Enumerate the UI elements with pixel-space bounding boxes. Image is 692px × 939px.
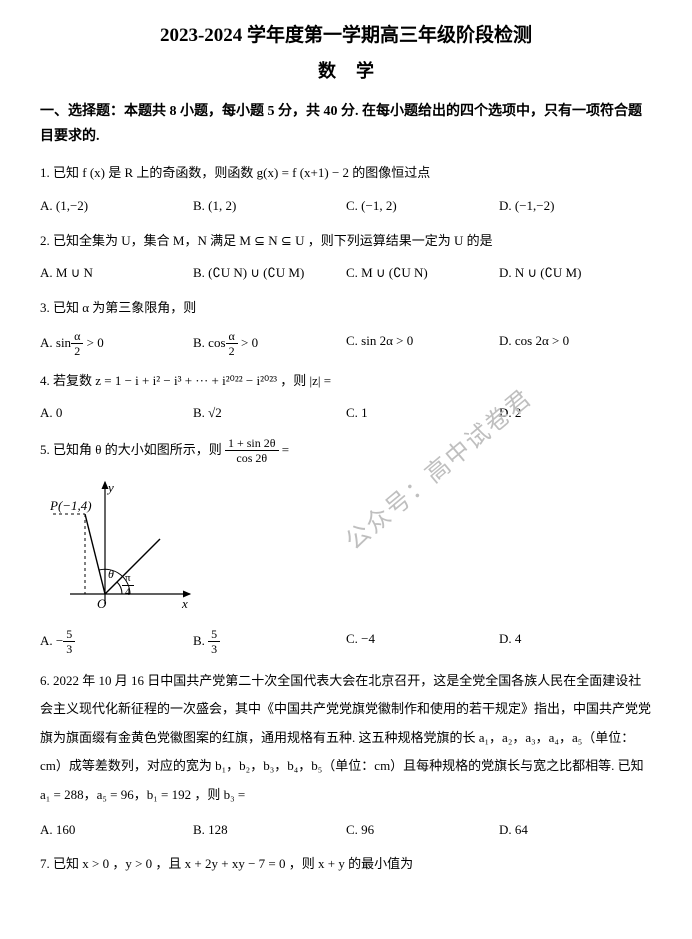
q6-C: C. 96 <box>346 818 499 843</box>
q1-options: A. (1,−2) B. (1, 2) C. (−1, 2) D. (−1,−2… <box>40 194 652 219</box>
q3-A: A. sinα2 > 0 <box>40 329 193 359</box>
q5-A: A. −53 <box>40 627 193 657</box>
q3-D: D. cos 2α > 0 <box>499 329 652 359</box>
q5-post: = <box>279 442 290 457</box>
title-sub: 数学 <box>40 57 652 83</box>
point-p-label: P(−1,4) <box>50 498 92 513</box>
q4-A: A. 0 <box>40 401 193 426</box>
q6-A: A. 160 <box>40 818 193 843</box>
q4-text: 4. 若复数 z = 1 − i + i² − i³ + ··· + i²⁰²²… <box>40 369 652 394</box>
q7-text: 7. 已知 x > 0 ，y > 0 ，且 x + 2y + xy − 7 = … <box>40 852 652 877</box>
y-axis-label: y <box>106 480 114 495</box>
origin-label: O <box>97 596 107 611</box>
q6-text: 6. 2022 年 10 月 16 日中国共产党第二十次全国代表大会在北京召开，… <box>40 667 652 810</box>
q6-options: A. 160 B. 128 C. 96 D. 64 <box>40 818 652 843</box>
title-main: 2023-2024 学年度第一学期高三年级阶段检测 <box>40 20 652 47</box>
q3-B-post: > 0 <box>238 335 258 350</box>
q5-pre: 5. 已知角 θ 的大小如图所示，则 <box>40 442 225 457</box>
q2-D: D. N ∪ (∁U M) <box>499 261 652 286</box>
q5-B: B. 53 <box>193 627 346 657</box>
q5-options: A. −53 B. 53 C. −4 D. 4 <box>40 627 652 657</box>
q2-A: A. M ∪ N <box>40 261 193 286</box>
q5-D: D. 4 <box>499 627 652 657</box>
q3-A-frac: α2 <box>71 329 83 359</box>
x-axis-label: x <box>181 596 188 611</box>
q3-A-pre: A. sin <box>40 335 71 350</box>
q3-C: C. sin 2α > 0 <box>346 329 499 359</box>
q6-D: D. 64 <box>499 818 652 843</box>
q2-B: B. (∁U N) ∪ (∁U M) <box>193 261 346 286</box>
q2-C: C. M ∪ (∁U N) <box>346 261 499 286</box>
angle-diagram-svg: y x O P(−1,4) θ π4 <box>50 474 195 614</box>
q3-B: B. cosα2 > 0 <box>193 329 346 359</box>
q1-B: B. (1, 2) <box>193 194 346 219</box>
q5-diagram: y x O P(−1,4) θ π4 <box>50 474 652 619</box>
pi-over-4: π4 <box>122 572 134 599</box>
q2-text: 2. 已知全集为 U，集合 M，N 满足 M ⊆ N ⊆ U ，则下列运算结果一… <box>40 229 652 254</box>
q3-options: A. sinα2 > 0 B. cosα2 > 0 C. sin 2α > 0 … <box>40 329 652 359</box>
q4-D: D. 2 <box>499 401 652 426</box>
q6-B: B. 128 <box>193 818 346 843</box>
q1-D: D. (−1,−2) <box>499 194 652 219</box>
theta-label: θ <box>108 567 114 581</box>
q3-B-frac: α2 <box>226 329 238 359</box>
q5-text: 5. 已知角 θ 的大小如图所示，则 1 + sin 2θcos 2θ = <box>40 436 652 466</box>
q2-options: A. M ∪ N B. (∁U N) ∪ (∁U M) C. M ∪ (∁U N… <box>40 261 652 286</box>
q4-B: B. √2 <box>193 401 346 426</box>
q5-frac: 1 + sin 2θcos 2θ <box>225 436 279 466</box>
section1-header: 一、选择题：本题共 8 小题，每小题 5 分，共 40 分. 在每小题给出的四个… <box>40 99 652 149</box>
q1-text: 1. 已知 f (x) 是 R 上的奇函数，则函数 g(x) = f (x+1)… <box>40 161 652 186</box>
q3-text: 3. 已知 α 为第三象限角，则 <box>40 296 652 321</box>
q3-B-pre: B. cos <box>193 335 226 350</box>
q4-C: C. 1 <box>346 401 499 426</box>
q1-A: A. (1,−2) <box>40 194 193 219</box>
q4-options: A. 0 B. √2 C. 1 D. 2 <box>40 401 652 426</box>
q5-C: C. −4 <box>346 627 499 657</box>
q3-A-post: > 0 <box>83 335 103 350</box>
q1-C: C. (−1, 2) <box>346 194 499 219</box>
